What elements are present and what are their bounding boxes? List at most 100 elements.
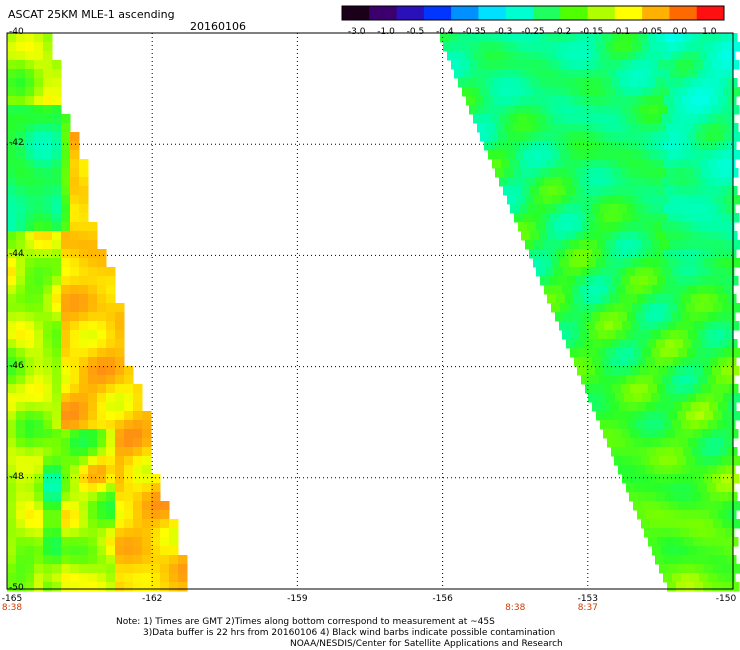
swath-cell — [16, 357, 26, 367]
swath-cell — [666, 429, 676, 439]
swath-cell — [169, 564, 179, 574]
swath-cell — [696, 393, 706, 403]
swath-cell — [611, 33, 621, 43]
swath-cell — [510, 159, 520, 169]
swath-cell — [696, 240, 706, 250]
swath-cell — [595, 105, 605, 115]
longitude-label: -156 — [432, 594, 453, 604]
swath-cell — [666, 168, 676, 178]
swath-cell — [34, 78, 44, 88]
swath-cell — [690, 312, 700, 322]
swath-cell — [52, 186, 62, 196]
swath-cell — [664, 357, 674, 367]
swath-cell — [124, 429, 134, 439]
swath-cell — [611, 78, 621, 88]
swath-cell — [699, 573, 709, 583]
swath-cell — [52, 429, 62, 439]
swath-cell — [115, 303, 125, 313]
swath-cell — [731, 564, 740, 574]
swath-cell — [601, 141, 611, 151]
swath-cell — [643, 177, 653, 187]
swath-cell — [627, 465, 637, 475]
swath-cell — [7, 294, 17, 304]
swath-cell — [474, 51, 484, 61]
swath-cell — [694, 60, 704, 70]
swath-cell — [656, 186, 666, 196]
swath-cell — [142, 546, 152, 556]
swath-cell — [61, 384, 71, 394]
swath-cell — [7, 483, 17, 493]
swath-cell — [97, 267, 107, 277]
swath-cell — [558, 168, 568, 178]
swath-cell — [598, 330, 608, 340]
swath-cell — [507, 132, 517, 142]
swath-cell — [661, 69, 671, 79]
swath-cell — [43, 330, 53, 340]
swath-cell — [611, 447, 621, 457]
swath-cell — [7, 186, 17, 196]
swath-cell — [16, 213, 26, 223]
swath-cell — [731, 150, 740, 160]
swath-cell — [651, 501, 661, 511]
swath-cell — [662, 114, 672, 124]
swath-cell — [540, 276, 550, 286]
swath-cell — [570, 195, 580, 205]
swath-cell — [88, 294, 98, 304]
swath-cell — [79, 222, 89, 232]
swath-cell — [25, 348, 35, 358]
swath-cell — [484, 96, 494, 106]
swath-cell — [43, 510, 53, 520]
swath-cell — [669, 393, 679, 403]
swath-cell — [88, 555, 98, 565]
swath-cell — [548, 78, 558, 88]
swath-cell — [547, 141, 557, 151]
swath-cell — [593, 339, 603, 349]
swath-cell — [106, 303, 116, 313]
swath-cell — [631, 213, 641, 223]
swath-cell — [551, 303, 561, 313]
swath-cell — [43, 519, 53, 529]
swath-cell — [610, 294, 620, 304]
swath-cell — [43, 546, 53, 556]
swath-cell — [124, 474, 134, 484]
swath-cell — [43, 240, 53, 250]
swath-cell — [115, 366, 125, 376]
swath-cell — [561, 132, 571, 142]
swath-cell — [711, 429, 721, 439]
swath-cell — [471, 87, 481, 97]
swath-cell — [61, 168, 71, 178]
swath-cell — [52, 402, 62, 412]
swath-cell — [658, 60, 668, 70]
swath-cell — [646, 96, 656, 106]
swath-cell — [682, 96, 692, 106]
swath-cell — [594, 384, 604, 394]
swath-cell — [635, 375, 645, 385]
swath-cell — [61, 150, 71, 160]
swath-cell — [715, 177, 725, 187]
swath-cell — [16, 492, 26, 502]
swath-cell — [469, 60, 479, 70]
swath-cell — [61, 249, 71, 259]
swath-cell — [626, 267, 636, 277]
swath-cell — [97, 402, 107, 412]
swath-cell — [512, 186, 522, 196]
swath-cell — [607, 285, 617, 295]
swath-cell — [25, 87, 35, 97]
swath-cell — [645, 159, 655, 169]
swath-cell — [34, 312, 44, 322]
swath-cell — [25, 285, 35, 295]
swath-cell — [647, 78, 657, 88]
swath-cell — [706, 285, 716, 295]
swath-cell — [61, 528, 71, 538]
swath-cell — [7, 195, 17, 205]
swath-cell — [52, 168, 62, 178]
swath-cell — [684, 123, 694, 133]
swath-cell — [698, 114, 708, 124]
swath-cell — [61, 510, 71, 520]
swath-cell — [447, 51, 457, 61]
swath-cell — [701, 33, 711, 43]
swath-cell — [718, 141, 728, 151]
swath-cell — [624, 348, 634, 358]
swath-cell — [714, 132, 724, 142]
swath-cell — [517, 69, 527, 79]
